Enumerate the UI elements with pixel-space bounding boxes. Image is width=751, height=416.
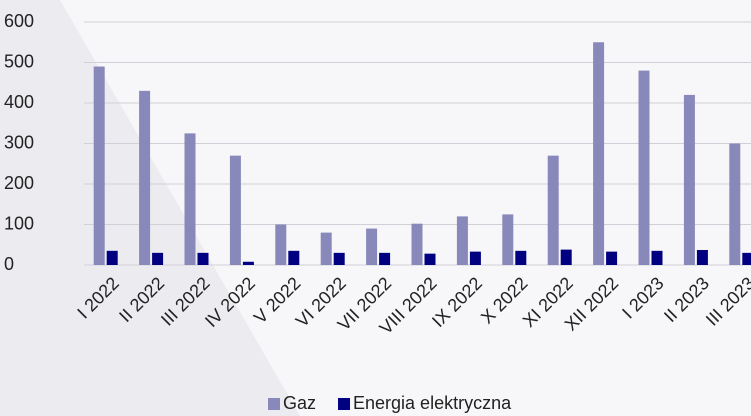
bar xyxy=(379,252,391,265)
bar xyxy=(275,224,287,265)
bar xyxy=(456,216,468,265)
bar xyxy=(651,250,663,265)
bar xyxy=(547,155,559,265)
y-tick-label: 100 xyxy=(4,213,34,233)
y-tick-label: 400 xyxy=(4,92,34,112)
bar xyxy=(515,250,527,265)
bar xyxy=(288,250,300,265)
bar xyxy=(242,261,254,265)
legend-swatch xyxy=(338,398,351,410)
bar xyxy=(139,90,151,265)
bar xyxy=(424,253,436,265)
legend-label: Energia elektryczna xyxy=(353,393,512,413)
bar xyxy=(729,143,741,265)
bar xyxy=(683,94,695,266)
bar xyxy=(606,251,618,265)
bar xyxy=(197,252,209,265)
y-tick-label: 500 xyxy=(4,51,34,71)
bar xyxy=(106,250,118,265)
bar xyxy=(560,249,572,265)
legend-swatch xyxy=(268,398,280,410)
bar xyxy=(411,223,423,265)
bar xyxy=(696,250,708,265)
bar xyxy=(93,66,105,265)
y-tick-label: 0 xyxy=(4,254,14,274)
y-tick-label: 600 xyxy=(4,11,34,31)
bar xyxy=(229,155,241,265)
bar xyxy=(502,214,514,265)
y-tick-label: 300 xyxy=(4,132,34,152)
bar xyxy=(152,252,164,265)
bar xyxy=(366,228,378,265)
y-tick-label: 200 xyxy=(4,173,34,193)
bar xyxy=(638,70,650,265)
bar xyxy=(333,252,345,265)
bar xyxy=(593,42,605,265)
bar xyxy=(469,251,481,265)
bar xyxy=(320,232,332,265)
bar xyxy=(742,252,751,265)
bar xyxy=(184,133,196,265)
legend-label: Gaz xyxy=(283,393,316,413)
